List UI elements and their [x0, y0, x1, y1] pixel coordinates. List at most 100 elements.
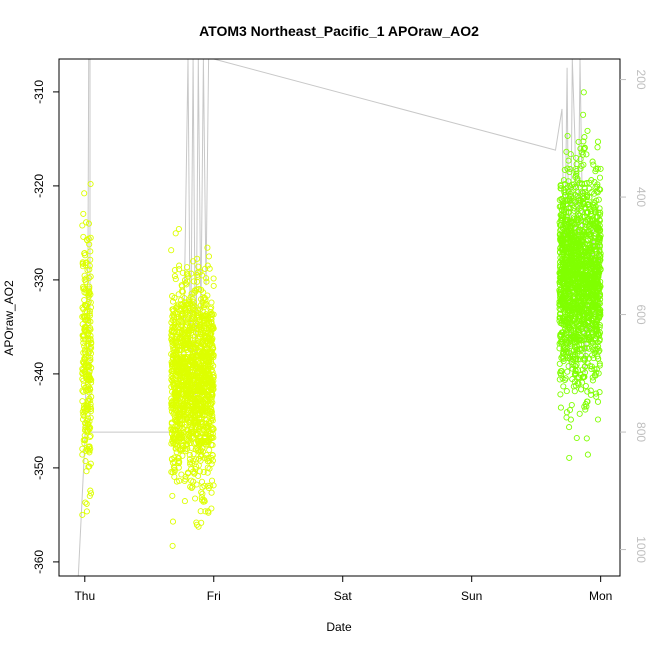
data-point [204, 440, 211, 447]
data-point [567, 416, 574, 423]
data-point [589, 377, 596, 384]
data-point [188, 353, 195, 360]
data-point [79, 321, 86, 328]
data-point [181, 304, 188, 311]
data-point [587, 268, 594, 275]
data-point [83, 403, 90, 410]
data-point [79, 222, 86, 229]
chart-title: ATOM3 Northeast_Pacific_1 APOraw_AO2 [199, 23, 479, 39]
data-point [84, 313, 91, 320]
data-point [169, 317, 176, 324]
data-point [87, 414, 94, 421]
data-point [591, 233, 598, 240]
data-point [208, 460, 215, 468]
data-point [596, 205, 603, 212]
data-point [185, 301, 192, 308]
data-point [188, 484, 195, 492]
data-point [583, 151, 590, 158]
right-y-tick-label: 600 [634, 305, 648, 325]
data-point [188, 270, 195, 277]
data-point [583, 398, 591, 405]
data-point [584, 194, 591, 201]
data-point [169, 542, 176, 549]
data-point [87, 304, 95, 311]
data-point [560, 213, 567, 220]
data-point [86, 285, 93, 292]
data-point [191, 289, 198, 296]
data-point [168, 440, 175, 447]
data-point [587, 391, 594, 398]
data-point [79, 260, 87, 267]
data-point [582, 406, 589, 413]
data-point [180, 349, 187, 356]
data-point [87, 403, 94, 411]
data-point [588, 307, 595, 314]
data-point [595, 314, 602, 321]
data-point [590, 294, 597, 301]
data-point [86, 283, 93, 290]
data-point [184, 470, 192, 477]
data-point [596, 242, 603, 249]
data-point [194, 388, 201, 395]
data-point [576, 232, 583, 239]
data-point [197, 355, 204, 362]
data-point [169, 332, 176, 339]
data-point [169, 469, 176, 476]
data-point [168, 395, 175, 402]
data-point [201, 391, 208, 398]
data-point [588, 276, 595, 283]
data-point [197, 448, 204, 455]
data-point [192, 396, 199, 404]
data-point [572, 367, 579, 374]
data-point [581, 256, 588, 263]
data-point [206, 338, 213, 345]
data-point [209, 417, 216, 424]
data-point [571, 230, 578, 237]
data-point [574, 374, 581, 381]
data-point [177, 354, 184, 361]
data-point [207, 363, 214, 370]
data-point [568, 401, 575, 409]
data-point [192, 426, 199, 433]
data-point [572, 273, 579, 280]
data-point [595, 223, 602, 231]
data-point [79, 398, 86, 405]
data-point [87, 354, 94, 361]
data-point [562, 375, 569, 382]
data-point [195, 431, 202, 438]
data-point [584, 451, 591, 458]
data-point [176, 369, 184, 376]
data-point [569, 308, 576, 315]
data-point [169, 427, 177, 434]
data-point [193, 344, 200, 351]
data-point [586, 278, 594, 285]
data-point [175, 464, 182, 471]
data-point [593, 270, 600, 277]
data-point [581, 144, 588, 151]
data-point [83, 508, 90, 515]
data-point [183, 381, 190, 388]
data-point [566, 454, 573, 461]
data-point [567, 166, 574, 173]
data-point [565, 258, 572, 265]
data-point [596, 174, 604, 181]
data-point [172, 362, 179, 370]
data-point [203, 451, 210, 459]
data-point [202, 357, 209, 364]
data-point [192, 288, 199, 295]
data-point [84, 427, 92, 434]
data-point [565, 334, 572, 341]
data-point [561, 303, 568, 310]
data-point [175, 433, 182, 440]
data-point [208, 389, 215, 396]
data-point [581, 134, 588, 141]
data-point [187, 310, 194, 317]
data-point [190, 478, 197, 485]
data-point [84, 375, 91, 382]
data-point [85, 444, 92, 451]
data-point [198, 371, 205, 378]
data-point [567, 271, 574, 278]
data-point [186, 344, 193, 351]
data-point [573, 335, 580, 342]
data-point [80, 283, 87, 290]
